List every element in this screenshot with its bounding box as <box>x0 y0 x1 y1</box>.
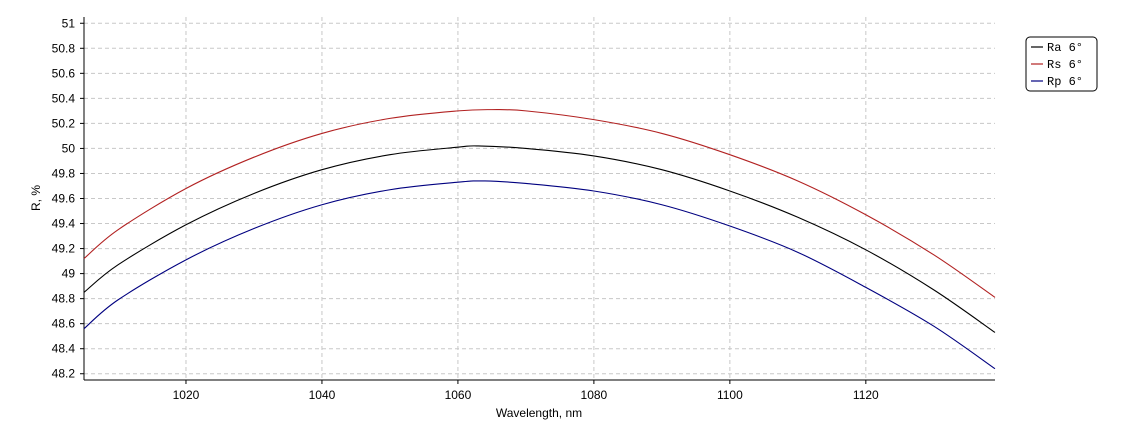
x-tick-label: 1020 <box>173 388 200 402</box>
y-tick-label: 49.4 <box>52 217 76 231</box>
x-axis-title: Wavelength, nm <box>496 406 582 420</box>
y-tick-label: 51 <box>62 16 76 30</box>
y-tick-label: 49.2 <box>52 242 76 256</box>
legend-entry-label: Ra 6° <box>1047 41 1083 55</box>
y-axis-title: R, % <box>29 185 43 211</box>
legend-box <box>1025 36 1098 92</box>
y-tick-label: 50.6 <box>52 66 76 80</box>
y-tick-label: 48.4 <box>52 342 76 356</box>
series-line-rp-6 <box>83 180 996 370</box>
legend-entry-label: Rp 6° <box>1047 75 1083 89</box>
y-tick-label: 50.2 <box>52 116 76 130</box>
y-tick-label: 48.8 <box>52 292 76 306</box>
y-tick-label: 49.6 <box>52 192 76 206</box>
x-tick-label: 1040 <box>309 388 336 402</box>
y-tick-label: 48.2 <box>52 367 76 381</box>
y-tick-label: 48.6 <box>52 317 76 331</box>
y-tick-label: 49 <box>62 267 76 281</box>
y-tick-label: 50.4 <box>52 91 76 105</box>
x-tick-label: 1080 <box>581 388 608 402</box>
y-tick-label: 50 <box>62 141 76 155</box>
series-line-ra-6 <box>83 145 996 333</box>
x-tick-label: 1060 <box>445 388 472 402</box>
y-tick-label: 50.8 <box>52 41 76 55</box>
tick-marks-and-labels: 48.2 48.4 48.6 48.8 49 49.2 49.4 49.6 49.8 50 50.2… <box>52 16 879 402</box>
series-line-rs-6 <box>83 109 996 298</box>
legend: Ra 6° Rs 6° Rp 6° <box>1025 36 1098 92</box>
grid-lines <box>84 17 995 380</box>
x-tick-label: 1120 <box>853 388 879 402</box>
x-tick-label: 1100 <box>717 388 743 402</box>
y-tick-label: 49.8 <box>52 166 76 180</box>
legend-entry-label: Rs 6° <box>1047 58 1083 72</box>
series-lines <box>83 109 996 370</box>
